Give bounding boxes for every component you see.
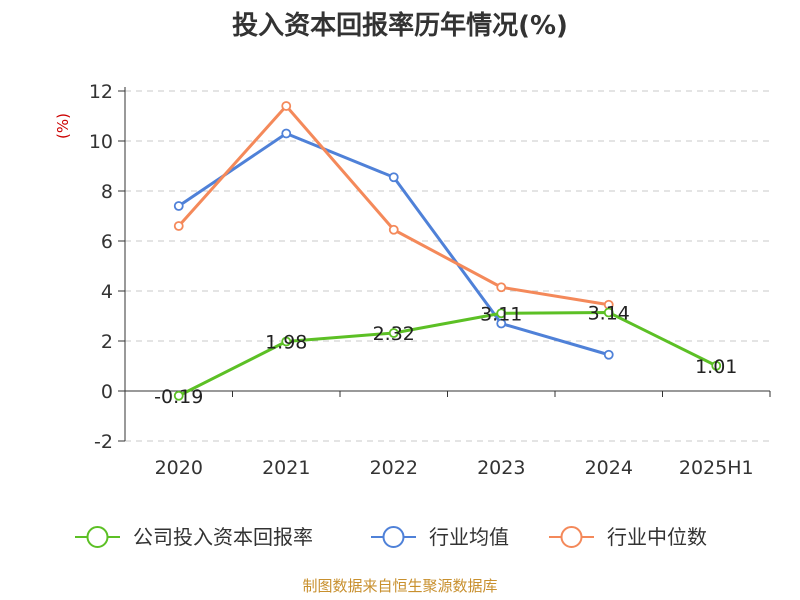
x-tick-label: 2023 [477, 457, 525, 479]
y-tick-label: 4 [101, 281, 113, 303]
data-label: 1.98 [265, 332, 307, 354]
x-tick-label: 2025H1 [679, 457, 754, 479]
legend-swatch-marker [382, 526, 405, 548]
y-tick-label: 0 [101, 381, 113, 403]
data-label: 1.01 [695, 356, 737, 378]
legend-label: 行业均值 [429, 525, 509, 549]
axes: -2 0 2 4 6 8 10 12 2020 2021 2022 2023 2024 2025H1 [89, 81, 771, 479]
data-point [173, 201, 184, 211]
data-point [603, 307, 614, 318]
data-point [603, 349, 614, 360]
legend-label: 公司投入资本回报率 [133, 525, 313, 549]
x-tick-label: 2024 [585, 457, 633, 479]
y-tick-label: 10 [89, 131, 113, 153]
y-tick-label: 2 [101, 331, 113, 353]
data-point [496, 308, 507, 319]
data-point [281, 336, 292, 347]
data-point [388, 328, 399, 338]
series-lines [173, 101, 722, 401]
x-tick-label: 2022 [370, 457, 418, 479]
x-tick-label: 2021 [262, 457, 310, 479]
data-point [281, 101, 292, 111]
y-tick-label: 12 [89, 81, 113, 103]
data-label: 3.11 [480, 303, 522, 325]
x-tick-label: 2020 [155, 457, 203, 479]
series-line-2 [177, 104, 609, 307]
legend-swatch-marker [86, 526, 109, 548]
y-tick-label: 6 [101, 231, 113, 253]
source-note: 制图数据来自恒生聚源数据库 [302, 577, 497, 595]
legend: 公司投入资本回报率 行业均值 行业中位数 [75, 525, 707, 549]
data-point [496, 282, 507, 293]
grid-lines [125, 90, 770, 442]
legend-label: 行业中位数 [607, 525, 707, 549]
series-line-0 [178, 311, 717, 398]
data-point [496, 318, 507, 329]
y-tick-label: 8 [101, 181, 113, 203]
data-point [388, 172, 399, 183]
data-point [173, 221, 184, 231]
y-axis-label: (%) [54, 113, 72, 139]
data-point [173, 390, 184, 401]
series-line-1 [177, 132, 610, 357]
data-label: 2.32 [373, 323, 415, 345]
data-point [711, 360, 722, 371]
legend-swatch-marker [560, 526, 583, 548]
data-label: 3.14 [588, 303, 630, 325]
data-point [388, 224, 399, 235]
data-labels: -0.19 1.98 2.32 3.11 3.14 1.01 [154, 303, 737, 408]
data-label: -0.19 [154, 386, 203, 408]
y-tick-label: -2 [94, 431, 113, 453]
data-point [281, 128, 292, 139]
chart-title: 投入资本回报率历年情况(%) [232, 10, 568, 41]
